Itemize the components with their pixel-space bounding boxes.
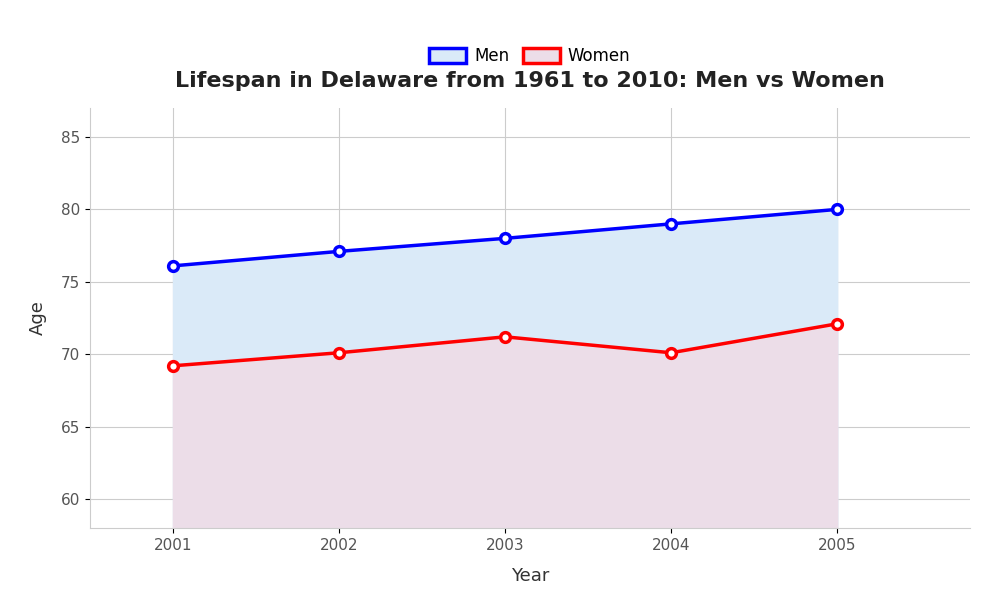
Title: Lifespan in Delaware from 1961 to 2010: Men vs Women: Lifespan in Delaware from 1961 to 2010: … bbox=[175, 71, 885, 91]
Y-axis label: Age: Age bbox=[29, 301, 47, 335]
Legend: Men, Women: Men, Women bbox=[423, 41, 637, 72]
X-axis label: Year: Year bbox=[511, 566, 549, 584]
